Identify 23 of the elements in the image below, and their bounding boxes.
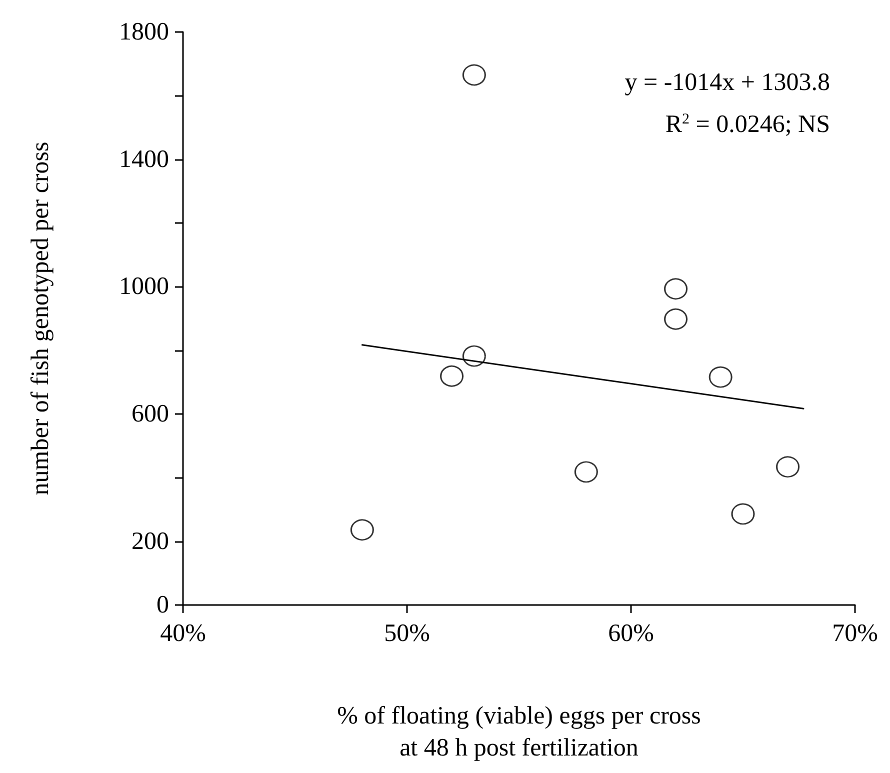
y-tick-label: 600 xyxy=(132,400,169,428)
point xyxy=(708,366,732,388)
annotation: y = -1014x + 1303.8 xyxy=(624,69,830,96)
point xyxy=(574,461,598,483)
x-tick-label: 70% xyxy=(832,620,878,647)
x-axis-title: % of floating (viable) eggs per cross at 48 h post fertilization xyxy=(337,702,701,762)
point xyxy=(462,345,486,367)
point xyxy=(462,64,486,86)
y-tick-label: 0 xyxy=(156,592,169,618)
point xyxy=(664,308,688,330)
x-tick-label: 60% xyxy=(608,620,654,647)
point xyxy=(776,456,800,478)
y-tick-label: 200 xyxy=(132,528,169,555)
x-tick-label: 40% xyxy=(160,620,206,647)
point xyxy=(350,519,374,541)
point xyxy=(440,365,464,387)
y-tick-label: 1800 xyxy=(119,18,169,46)
x-tick-label: 50% xyxy=(384,620,430,647)
y-tick-label: 1400 xyxy=(119,146,169,173)
point xyxy=(664,278,688,300)
y-tick-label: 1000 xyxy=(119,273,169,300)
point xyxy=(731,503,755,525)
y-axis-title: number of fish genotyped per cross xyxy=(27,142,54,496)
